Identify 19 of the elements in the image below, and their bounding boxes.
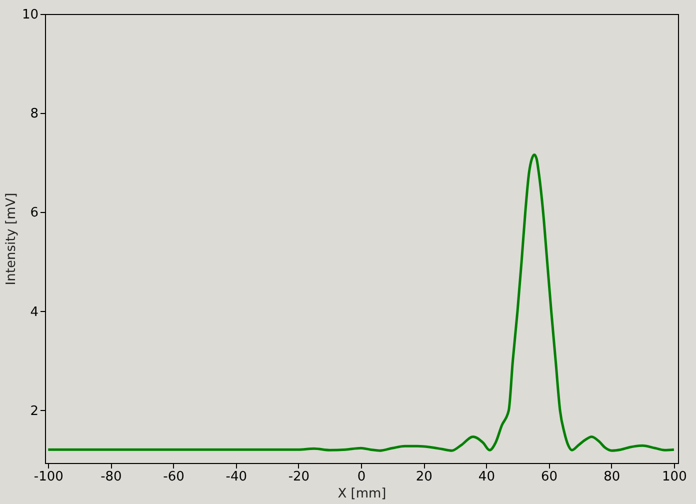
- x-tick-label: -80: [100, 470, 122, 484]
- x-tick-label: 20: [416, 470, 432, 484]
- y-tick-label: 6: [30, 206, 38, 221]
- x-axis-title: X [mm]: [338, 486, 386, 502]
- x-tick-label: 80: [604, 470, 620, 484]
- x-tick-label: -20: [288, 470, 310, 484]
- x-tick-label: -40: [226, 470, 247, 484]
- y-tick-label: 2: [30, 404, 38, 419]
- line-series: [46, 153, 676, 452]
- x-tick-label: 0: [357, 470, 366, 484]
- x-tick-label: 60: [541, 470, 558, 484]
- x-tick-label: -100: [34, 470, 64, 484]
- y-axis-title: Intensity [mV]: [4, 192, 19, 286]
- x-tick-label: 40: [478, 470, 495, 484]
- x-tick-label: 100: [662, 470, 687, 484]
- x-tick-label: -60: [163, 470, 184, 484]
- y-tick-label: 8: [30, 106, 38, 122]
- y-tick-label: 10: [22, 8, 38, 22]
- y-tick-label: 4: [30, 304, 38, 320]
